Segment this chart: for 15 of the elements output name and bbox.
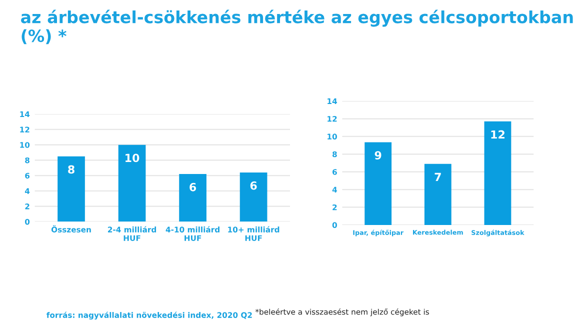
data-label: 6 [190,182,196,192]
chart-title: az árbevétel-csökkenés mértéke az egyes célcsoportokban (%) * [21,10,573,44]
bar [58,156,85,222]
data-label: 7 [434,172,441,182]
bar [424,164,452,225]
bar [179,174,206,222]
bar [364,142,392,225]
data-label: 10 [126,154,140,162]
data-label: 6 [250,181,257,190]
bar [118,144,146,222]
data-label: 12 [491,130,504,139]
data-label: 9 [374,151,382,160]
data-label: 8 [68,165,74,174]
bar [484,121,512,225]
bar [240,172,268,222]
